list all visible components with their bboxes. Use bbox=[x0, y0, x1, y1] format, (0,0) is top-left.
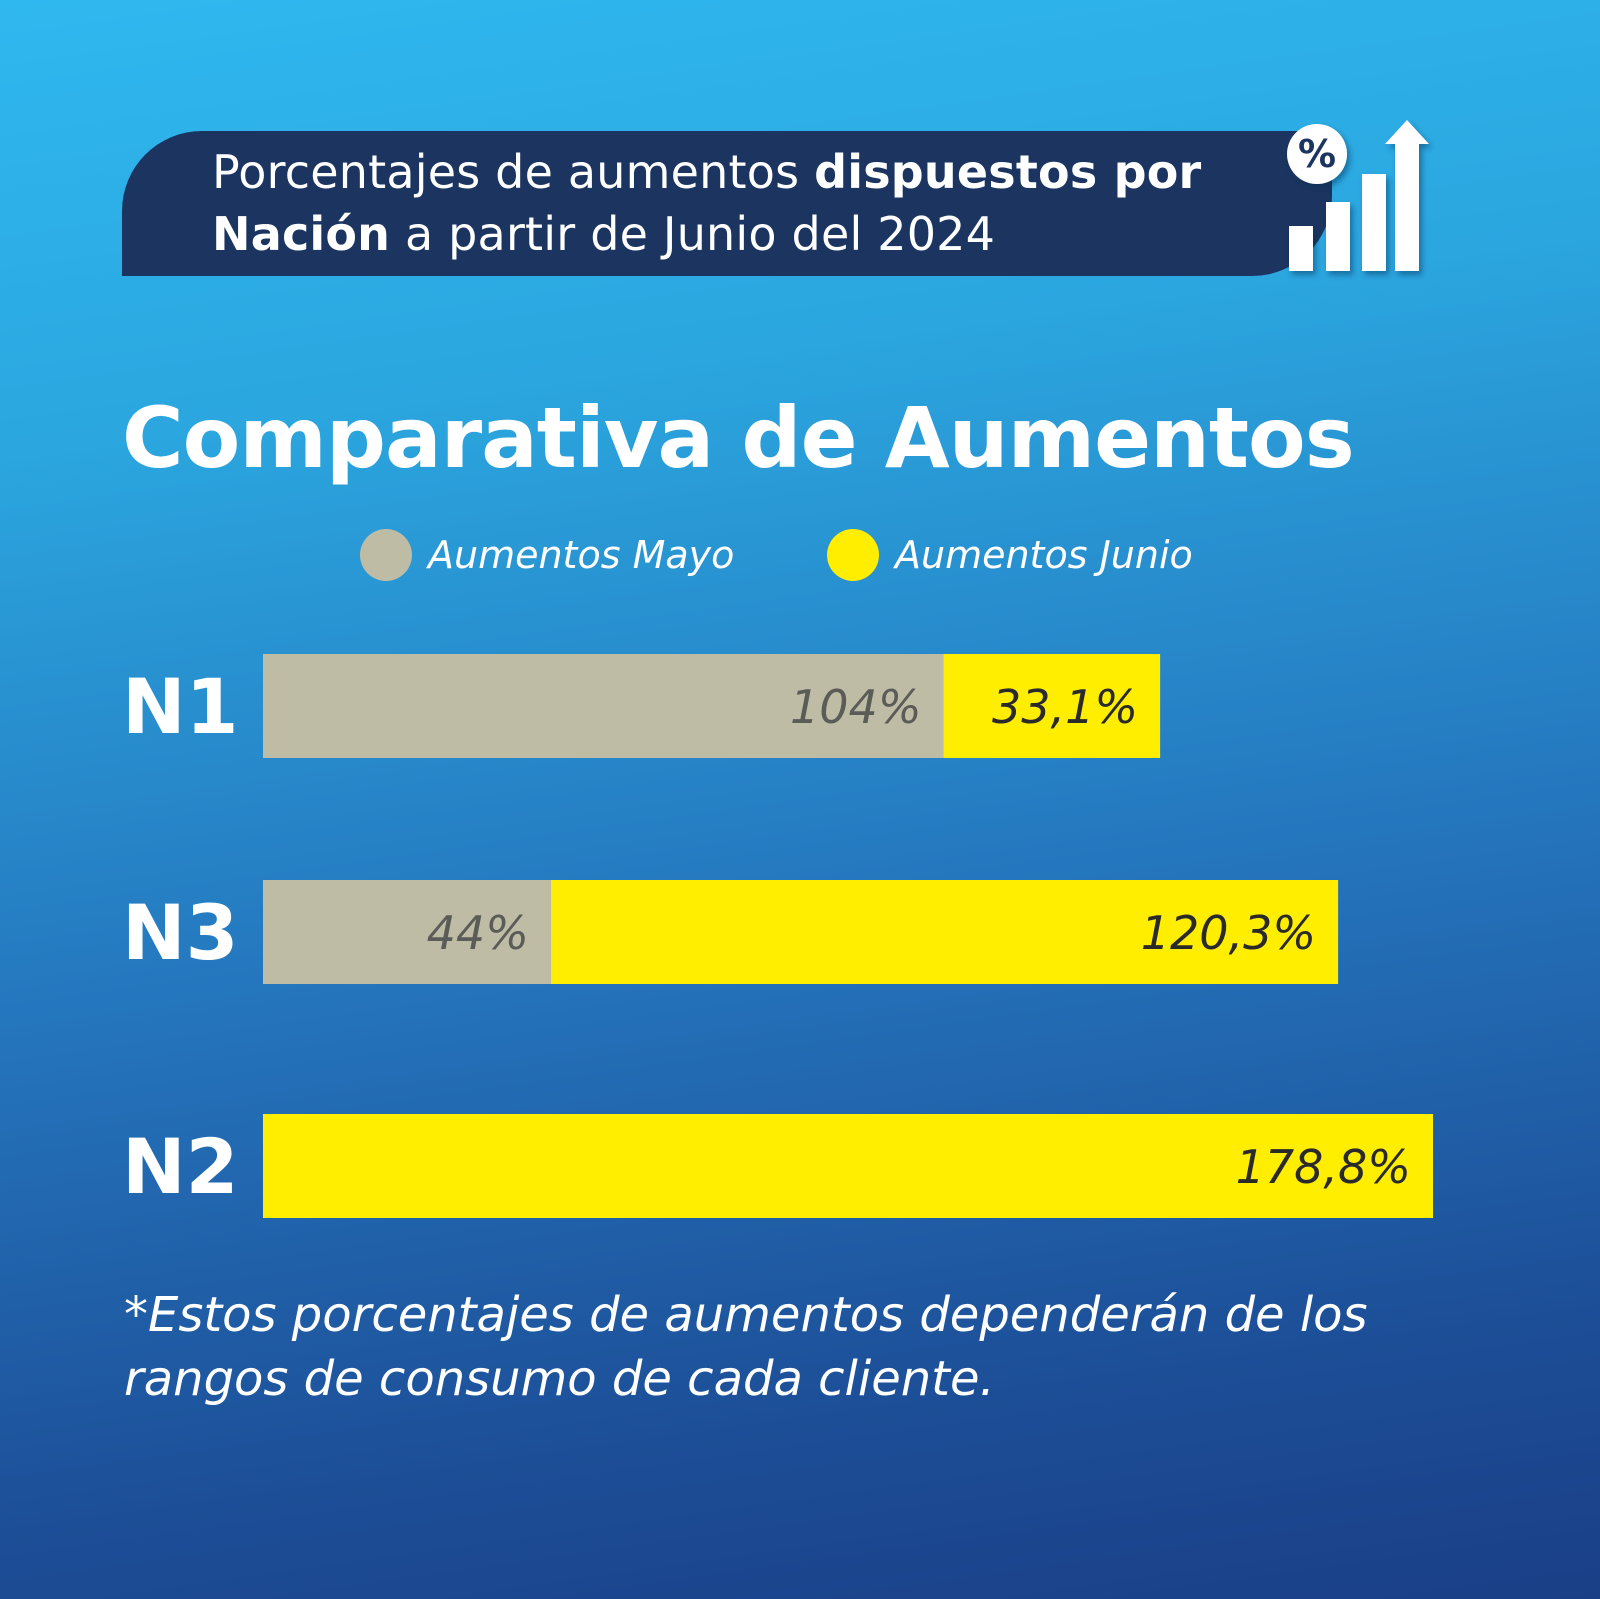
header-line1-bold: dispuestos por bbox=[814, 145, 1202, 199]
percent-icon bbox=[1287, 124, 1347, 184]
data-label-n2-junio: 178,8% bbox=[1236, 1140, 1411, 1194]
legend-label-mayo: Aumentos Mayo bbox=[428, 533, 735, 577]
header-line1-regular: Porcentajes de aumentos bbox=[212, 145, 815, 199]
legend-item-mayo: Aumentos Mayo bbox=[360, 525, 734, 585]
bar-chart-arrow-icon: % bbox=[1287, 120, 1429, 271]
data-label-n3-junio: 120,3% bbox=[1141, 906, 1316, 960]
category-label-n1: N1 bbox=[122, 662, 239, 751]
data-label-n3-mayo: 44% bbox=[427, 906, 529, 960]
category-label-n3: N3 bbox=[122, 888, 239, 977]
data-label-n1-junio: 33,1% bbox=[992, 680, 1138, 734]
data-label-n1-mayo: 104% bbox=[790, 680, 922, 734]
bar-n2-junio bbox=[263, 1114, 1433, 1218]
footnote: *Estos porcentajes de aumentos dependerá… bbox=[124, 1287, 1368, 1407]
percent-glyph: % bbox=[1298, 132, 1336, 176]
header-title: Porcentajes de aumentos dispuestos por N… bbox=[212, 141, 1292, 265]
legend-swatch-mayo bbox=[360, 529, 412, 581]
bar-n3-junio bbox=[550, 880, 1339, 984]
header-banner bbox=[122, 131, 1332, 276]
bar-n1-junio bbox=[943, 654, 1161, 758]
category-label-n2: N2 bbox=[122, 1122, 239, 1211]
header-line2-bold: Nación bbox=[212, 207, 391, 261]
legend-item-junio: Aumentos Junio bbox=[827, 525, 1193, 585]
chart-title: Comparativa de Aumentos bbox=[122, 389, 1355, 487]
bar-n3-mayo bbox=[263, 880, 551, 984]
legend-swatch-junio bbox=[827, 529, 879, 581]
header-line2-regular: a partir de Junio del 2024 bbox=[390, 207, 996, 261]
legend-label-junio: Aumentos Junio bbox=[895, 533, 1193, 577]
bar-n1-mayo bbox=[263, 654, 944, 758]
